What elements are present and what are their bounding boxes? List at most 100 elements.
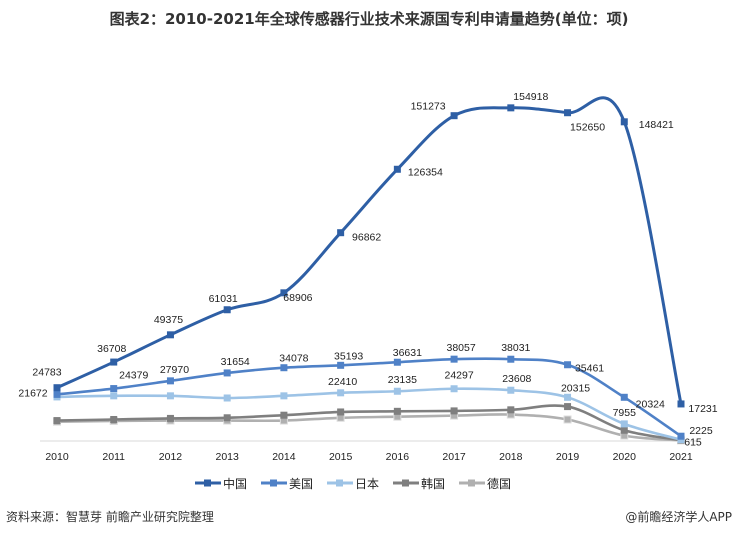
data-point: [393, 358, 401, 366]
data-point: [337, 361, 345, 369]
data-point: [393, 165, 401, 173]
data-point: [223, 306, 231, 314]
data-point: [450, 355, 458, 363]
data-point: [620, 118, 628, 126]
data-point: [393, 387, 401, 395]
series-line-德国: [56, 413, 682, 442]
data-point: [53, 384, 61, 392]
legend-label: 中国: [223, 476, 247, 491]
x-tick-label: 2013: [216, 451, 240, 463]
data-label: 151273: [411, 101, 446, 113]
data-point: [564, 393, 572, 401]
x-tick-label: 2018: [499, 451, 523, 463]
data-point: [620, 393, 628, 401]
data-point: [507, 355, 515, 363]
data-label: 126354: [408, 166, 443, 178]
data-label: 38057: [446, 342, 475, 354]
data-point: [620, 426, 628, 434]
data-point: [507, 406, 515, 414]
data-label: 17231: [688, 403, 717, 415]
data-label: 68906: [283, 292, 312, 304]
legend-label: 德国: [487, 476, 511, 491]
data-label: 20315: [561, 382, 590, 394]
data-label: 24297: [444, 370, 473, 382]
data-label: 34078: [279, 353, 308, 365]
data-label: 20324: [636, 398, 665, 410]
data-point: [223, 414, 231, 422]
series-line-韩国: [56, 404, 682, 442]
data-point: [450, 112, 458, 120]
legend-label: 美国: [289, 477, 313, 491]
data-label: 2225: [689, 425, 713, 437]
data-point: [166, 377, 174, 385]
data-label: 38031: [501, 342, 530, 354]
data-point: [450, 407, 458, 415]
credit-note: @前瞻经济学人APP: [625, 510, 732, 524]
data-label: 36708: [97, 343, 126, 355]
data-label: 24379: [119, 370, 148, 382]
x-tick-label: 2019: [556, 451, 580, 463]
x-tick-label: 2020: [613, 451, 637, 463]
data-point: [507, 386, 515, 394]
data-point: [223, 394, 231, 402]
data-label: 31654: [221, 356, 250, 368]
data-label: 49375: [154, 314, 183, 326]
data-point: [337, 408, 345, 416]
x-tick-label: 2017: [442, 451, 466, 463]
data-point: [280, 411, 288, 419]
data-label: 615: [684, 437, 702, 449]
chart-title: 图表2：2010-2021年全球传感器行业技术来源国专利申请量趋势(单位：项): [109, 10, 629, 28]
x-tick-label: 2012: [159, 451, 183, 463]
data-point: [280, 289, 288, 297]
data-label: 7955: [613, 407, 637, 419]
data-label: 61031: [209, 293, 238, 305]
data-point: [280, 392, 288, 400]
data-point: [166, 331, 174, 339]
data-label: 23608: [502, 373, 531, 385]
series-line-中国: [56, 96, 683, 405]
data-label: 22410: [328, 376, 357, 388]
x-tick-label: 2016: [386, 451, 410, 463]
data-label: 148421: [639, 119, 674, 131]
data-point: [507, 104, 515, 112]
legend-marker: [402, 479, 409, 487]
data-label: 35193: [334, 350, 363, 362]
data-point: [564, 403, 572, 411]
legend-label: 韩国: [421, 476, 445, 491]
data-point: [166, 392, 174, 400]
data-point: [53, 390, 61, 398]
data-point: [677, 432, 685, 440]
data-point: [564, 109, 572, 117]
data-point: [564, 361, 572, 369]
data-point: [563, 415, 572, 424]
x-tick-label: 2011: [102, 451, 125, 463]
data-point: [53, 417, 61, 425]
data-point: [337, 229, 345, 237]
data-point: [110, 358, 118, 366]
data-point: [110, 385, 118, 393]
data-label: 96862: [352, 232, 381, 244]
data-label: 154918: [513, 91, 548, 103]
data-point: [620, 420, 628, 428]
data-label: 27970: [160, 364, 189, 376]
data-point: [223, 369, 231, 377]
data-point: [166, 414, 174, 422]
x-tick-label: 2015: [329, 451, 353, 463]
data-label: 152650: [570, 122, 605, 134]
data-label: 21672: [18, 387, 47, 399]
legend-marker: [336, 479, 343, 487]
data-label: 36631: [393, 347, 422, 359]
data-label: 24783: [32, 367, 61, 379]
x-tick-label: 2021: [669, 451, 693, 463]
source-note: 资料来源：智慧芽 前瞻产业研究院整理: [6, 510, 214, 524]
legend-label: 日本: [355, 477, 379, 491]
x-tick-label: 2014: [272, 451, 296, 463]
legend-marker: [270, 479, 277, 487]
data-point: [280, 364, 288, 372]
data-label: 23135: [388, 374, 417, 386]
data-point: [110, 392, 118, 400]
data-point: [110, 415, 118, 423]
data-point: [450, 385, 458, 393]
